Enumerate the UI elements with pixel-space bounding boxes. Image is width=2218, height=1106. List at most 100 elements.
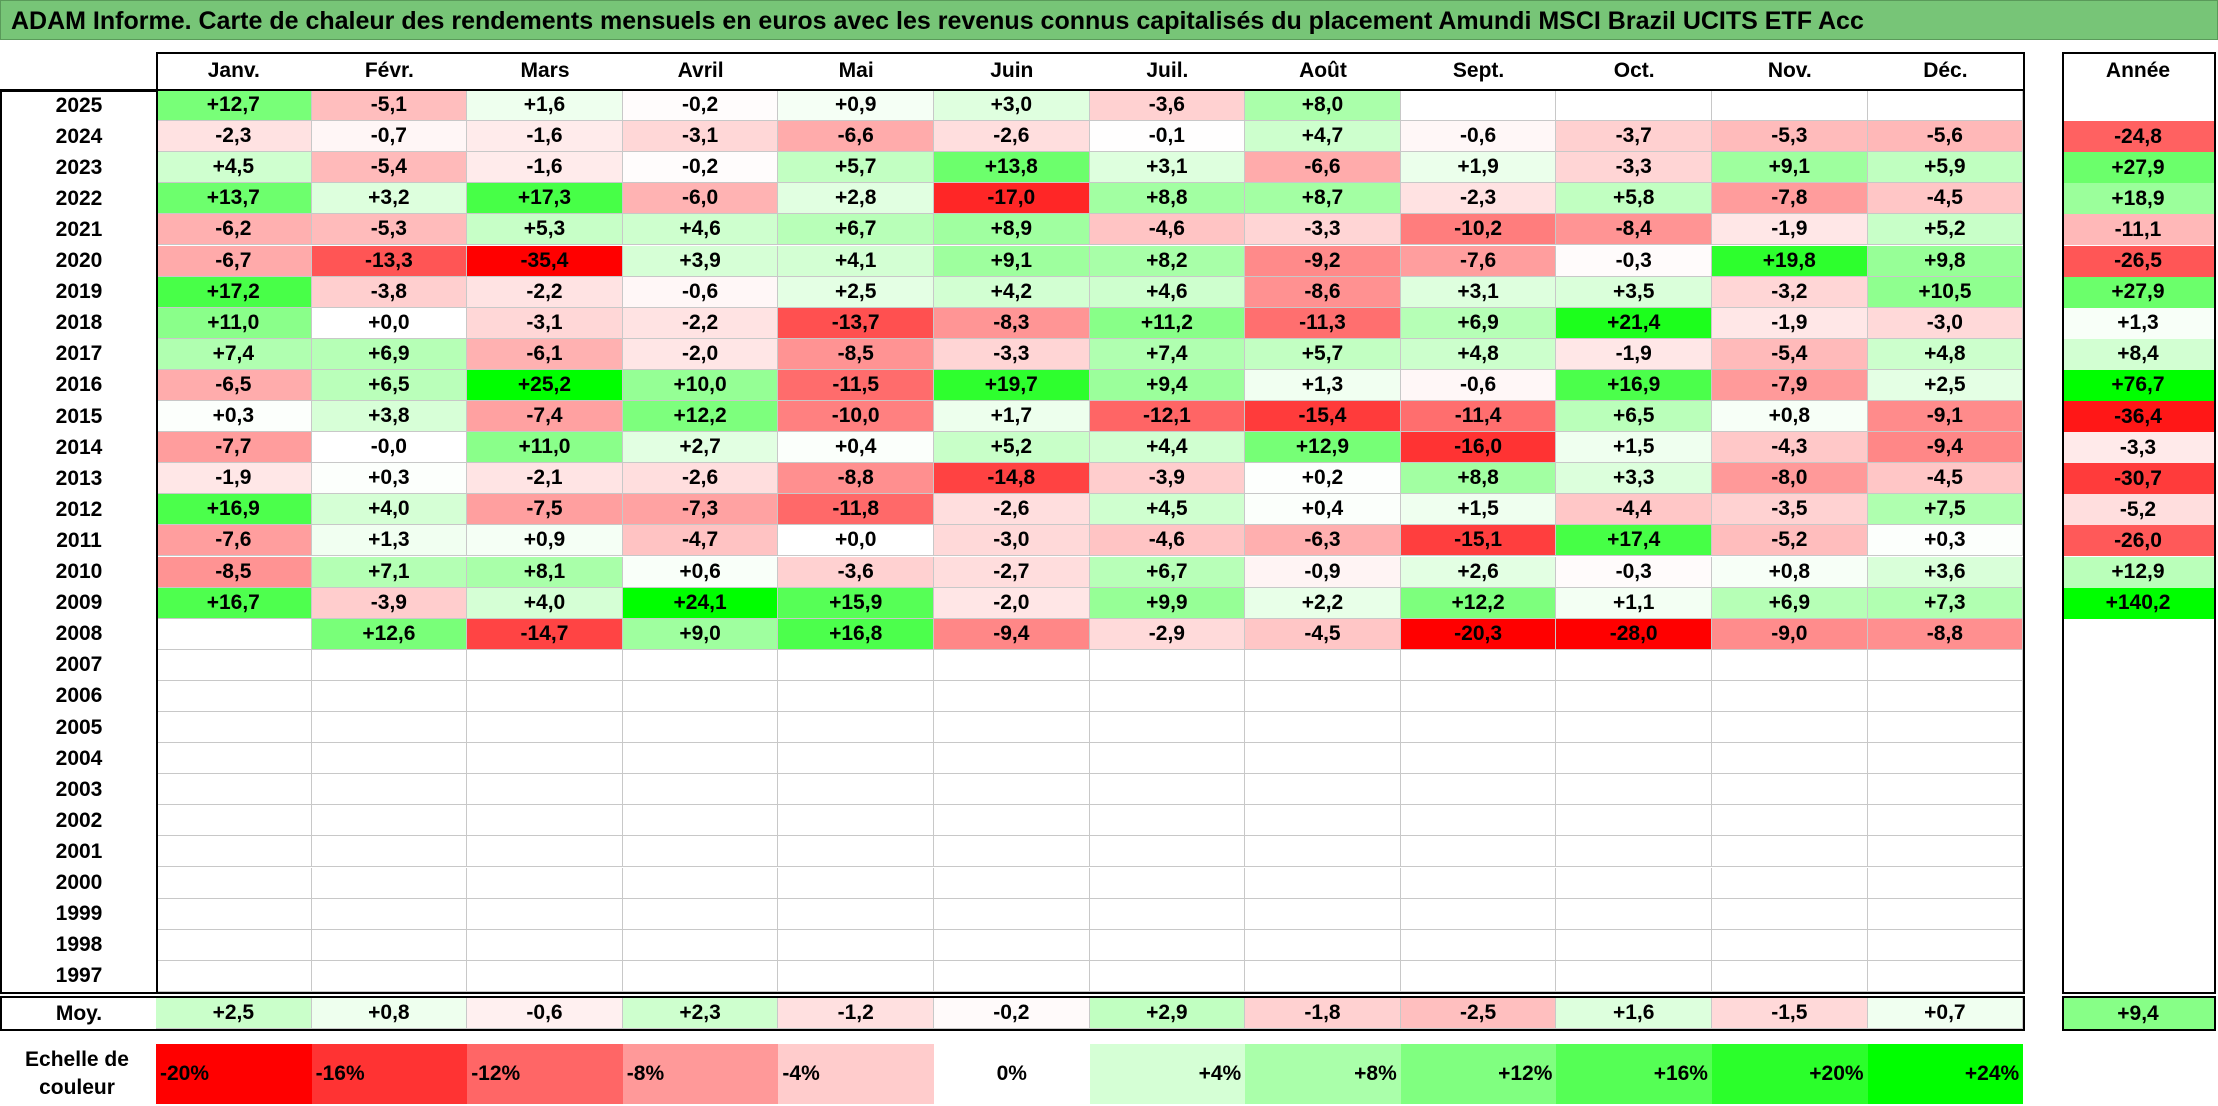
legend-swatch: -16% (311, 1044, 468, 1104)
row-year-label: 2007 (55, 653, 103, 677)
heatmap-cell (311, 649, 468, 681)
heatmap-cell (934, 774, 1090, 806)
heatmap-cell: -3,6 (1089, 90, 1246, 122)
annual-cell: +18,9 (2062, 183, 2214, 215)
average-cell: -1,8 (1245, 998, 1401, 1029)
heatmap-cell: -9,2 (1245, 245, 1401, 277)
annual-cell: -3,3 (2062, 432, 2214, 464)
heatmap-cell (1556, 90, 1712, 122)
heatmap-cell (156, 649, 312, 681)
heatmap-cell (778, 960, 934, 992)
header-separator (0, 89, 2026, 91)
heatmap-cell: +4,0 (311, 494, 468, 526)
heatmap-cell (311, 774, 468, 806)
annual-cell (2062, 618, 2214, 650)
heatmap-cell: +16,8 (778, 618, 934, 650)
heatmap-cell: -2,0 (934, 587, 1090, 619)
heatmap-cell: +0,0 (311, 307, 468, 339)
annual-cell: -11,1 (2062, 214, 2214, 246)
heatmap-cell (1867, 960, 2024, 992)
annual-cell (2062, 712, 2214, 744)
heatmap-cell: +19,7 (934, 369, 1090, 401)
heatmap-cell: -1,9 (1556, 338, 1712, 370)
heatmap-cell: -0,3 (1556, 245, 1712, 277)
annual-cell (2062, 743, 2214, 775)
annual-cell (2062, 805, 2214, 837)
heatmap-cell: +3,3 (1556, 463, 1712, 495)
heatmap-cell: +2,7 (622, 432, 779, 464)
heatmap-cell: -5,4 (1712, 338, 1868, 370)
row-year-label: 2002 (55, 808, 103, 832)
heatmap-cell (1556, 867, 1712, 899)
heatmap-cell: -7,9 (1712, 369, 1868, 401)
heatmap-cell: +0,3 (1867, 525, 2024, 557)
heatmap-cell (156, 712, 312, 744)
heatmap-cell: +0,3 (156, 401, 312, 433)
month-header: Févr. (364, 59, 414, 82)
annual-cell: +8,4 (2062, 338, 2214, 370)
annual-cell: +76,7 (2062, 369, 2214, 401)
heatmap-cell: -4,7 (622, 525, 779, 557)
month-header: Mars (520, 59, 570, 82)
heatmap-cell (1712, 867, 1868, 899)
row-year-label: 2020 (55, 249, 103, 273)
row-year-label: 1998 (55, 933, 103, 957)
heatmap-cell (1245, 836, 1401, 868)
row-year-label: 2015 (55, 404, 103, 428)
heatmap-cell: -1,9 (1712, 307, 1868, 339)
heatmap-cell (778, 680, 934, 712)
heatmap-cell (934, 805, 1090, 837)
heatmap-cell (934, 712, 1090, 744)
row-year-label: 2016 (55, 373, 103, 397)
heatmap-cell (778, 774, 934, 806)
average-cell: +2,5 (156, 998, 312, 1029)
legend-swatch: -12% (467, 1044, 623, 1104)
heatmap-cell: -10,0 (778, 401, 934, 433)
heatmap-cell: -2,6 (934, 494, 1090, 526)
average-cell: +0,7 (1867, 998, 2024, 1029)
row-year-label: 2012 (55, 497, 103, 521)
heatmap-cell (156, 929, 312, 961)
heatmap-cell (1867, 743, 2024, 775)
row-year-label: 2017 (55, 342, 103, 366)
heatmap-cell: +1,5 (1400, 494, 1557, 526)
heatmap-cell: +6,9 (1712, 587, 1868, 619)
heatmap-cell (1245, 960, 1401, 992)
heatmap-cell: +2,8 (778, 183, 934, 215)
heatmap-cell: -13,7 (778, 307, 934, 339)
heatmap-cell (1245, 774, 1401, 806)
heatmap-cell (467, 743, 623, 775)
annual-cell (2062, 649, 2214, 681)
heatmap-cell (622, 649, 779, 681)
heatmap-cell (1712, 90, 1868, 122)
heatmap-cell (1089, 929, 1246, 961)
heatmap-cell (1089, 805, 1246, 837)
heatmap-cell (1556, 649, 1712, 681)
heatmap-cell (1089, 743, 1246, 775)
heatmap-cell: -2,2 (622, 307, 779, 339)
heatmap-cell: -1,6 (467, 121, 623, 153)
heatmap-cell: -5,1 (311, 90, 468, 122)
heatmap-cell: -3,3 (934, 338, 1090, 370)
heatmap-cell: -2,6 (622, 463, 779, 495)
heatmap-cell: -4,3 (1712, 432, 1868, 464)
heatmap-cell: -3,0 (934, 525, 1090, 557)
heatmap-cell: -14,7 (467, 618, 623, 650)
heatmap-cell (1245, 929, 1401, 961)
heatmap-cell (622, 680, 779, 712)
heatmap-cell: -7,7 (156, 432, 312, 464)
heatmap-cell (1556, 836, 1712, 868)
heatmap-cell: -3,3 (1245, 214, 1401, 246)
heatmap-cell: +4,0 (467, 587, 623, 619)
heatmap-cell: -3,1 (622, 121, 779, 153)
heatmap-cell: +6,9 (1400, 307, 1557, 339)
row-year-label: 2023 (55, 155, 103, 179)
heatmap-cell (1556, 712, 1712, 744)
heatmap-cell (156, 805, 312, 837)
heatmap-cell: +0,9 (467, 525, 623, 557)
heatmap-cell: -8,8 (1867, 618, 2024, 650)
heatmap-cell: +3,0 (934, 90, 1090, 122)
heatmap-cell: -3,9 (1089, 463, 1246, 495)
annual-cell (2062, 774, 2214, 806)
heatmap-cell (156, 743, 312, 775)
